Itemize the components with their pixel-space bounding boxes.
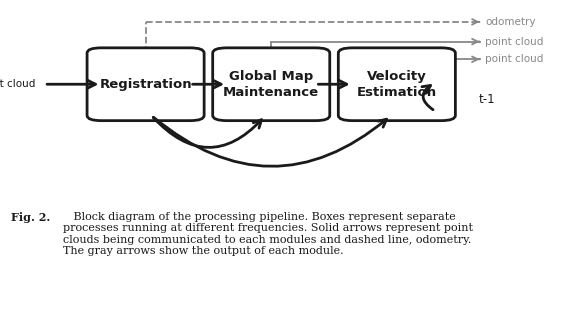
FancyBboxPatch shape — [212, 48, 329, 121]
Text: t-1: t-1 — [478, 93, 495, 106]
Text: point cloud: point cloud — [485, 54, 544, 64]
Text: Velocity
Estimation: Velocity Estimation — [357, 70, 437, 99]
Text: Registration: Registration — [99, 78, 192, 91]
Text: Fig. 2.: Fig. 2. — [11, 212, 51, 223]
Text: Global Map
Maintenance: Global Map Maintenance — [223, 70, 319, 99]
Text: point cloud: point cloud — [485, 37, 544, 46]
FancyBboxPatch shape — [87, 48, 204, 121]
Text: Block diagram of the processing pipeline. Boxes represent separate
processes run: Block diagram of the processing pipeline… — [63, 212, 473, 256]
Text: point cloud: point cloud — [0, 79, 35, 89]
Text: odometry: odometry — [485, 17, 536, 27]
FancyBboxPatch shape — [338, 48, 455, 121]
